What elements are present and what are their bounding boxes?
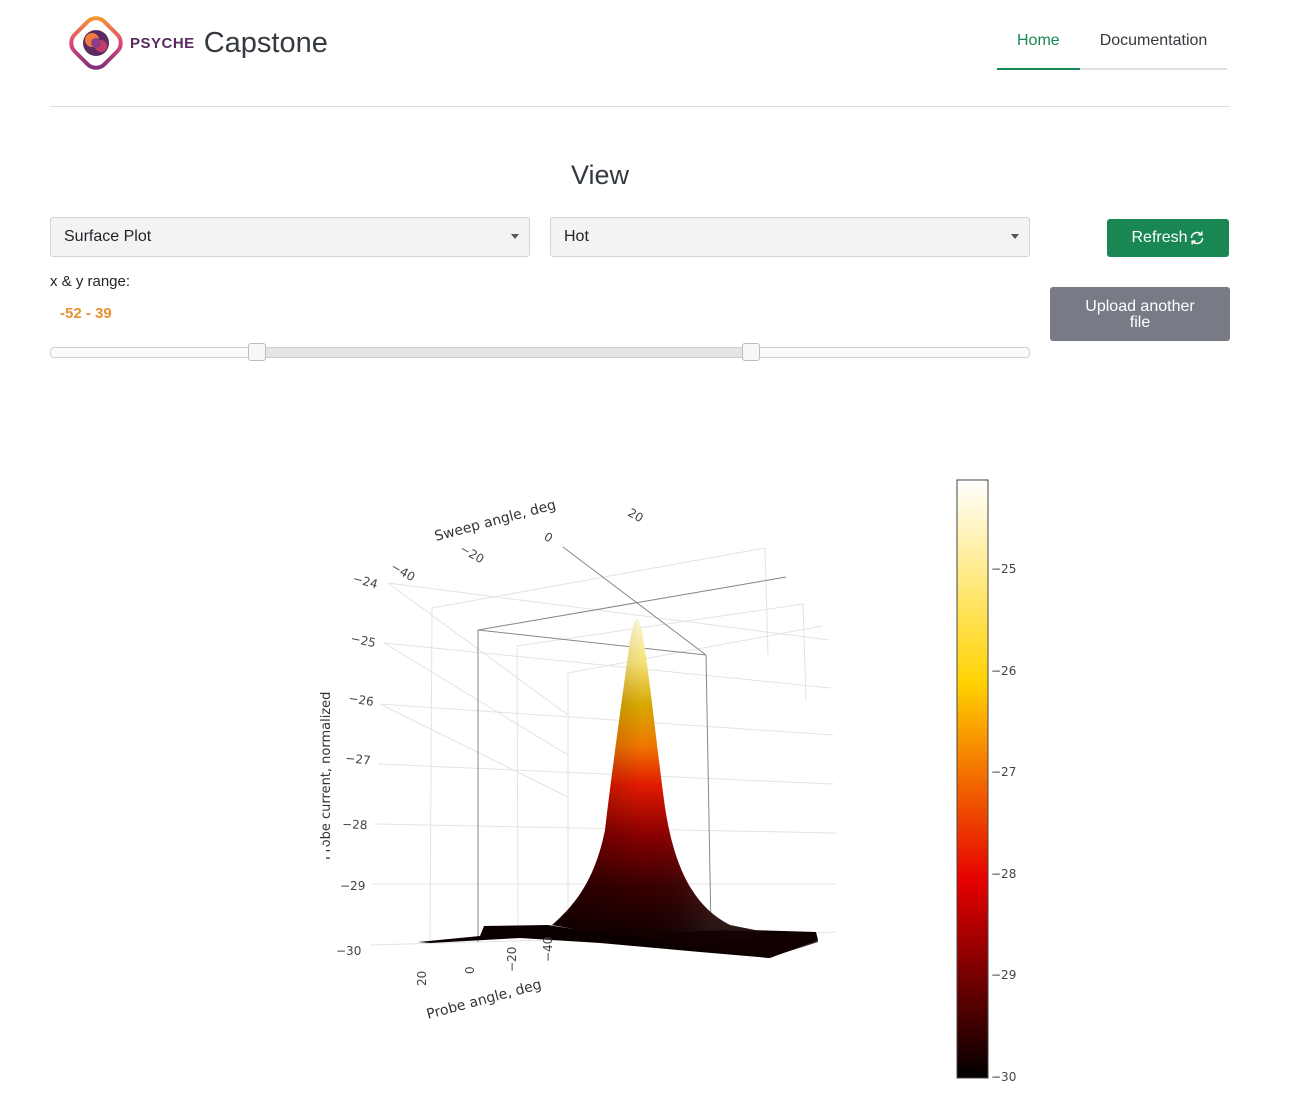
top-nav: Home Documentation <box>997 18 1228 70</box>
surface-plot[interactable]: −24 −25 −26 −27 −28 −29 −30 Probe curren… <box>0 440 1290 1110</box>
app-name: Capstone <box>203 26 328 59</box>
page-title: View <box>570 160 630 190</box>
range-slider-min-handle[interactable] <box>248 343 266 361</box>
probe-tick-label: 20 <box>415 971 429 986</box>
sweep-tick-label: 20 <box>626 505 646 525</box>
plot-type-select[interactable]: Surface Plot <box>50 217 530 257</box>
refresh-label: Refresh <box>1131 229 1188 246</box>
chevron-down-icon <box>1011 234 1019 239</box>
brand[interactable]: PSYCHE Capstone <box>68 14 328 72</box>
z-tick-label: −29 <box>340 879 365 893</box>
upload-label-line1: Upload another <box>1085 298 1195 315</box>
colorbar-tick-label: −30 <box>991 1070 1016 1084</box>
range-slider-selection <box>257 348 751 357</box>
range-slider-max-handle[interactable] <box>742 343 760 361</box>
sweep-tick-label: −40 <box>389 559 418 584</box>
colorbar-tick-label: −26 <box>991 664 1016 678</box>
colorbar-tick-label: −29 <box>991 968 1016 982</box>
sweep-axis-title: Sweep angle, deg <box>433 497 558 545</box>
range-value: -52 - 39 <box>60 305 112 322</box>
sweep-tick-label: 0 <box>542 529 556 545</box>
z-axis: −24 −25 −26 −27 −28 −29 −30 Probe curren… <box>319 571 379 958</box>
z-tick-label: −25 <box>349 631 377 650</box>
refresh-icon <box>1190 231 1203 245</box>
colorbar-tick-label: −27 <box>991 765 1016 779</box>
probe-axis: 20 0 −20 −40 Probe angle, deg <box>415 937 555 1023</box>
colorbar-tick-label: −25 <box>991 562 1016 576</box>
z-axis-title: Probe current, normalized <box>319 692 334 860</box>
z-tick-label: −26 <box>348 691 375 709</box>
upload-file-button[interactable]: Upload another file <box>1050 287 1230 341</box>
probe-tick-label: −40 <box>541 937 555 962</box>
z-tick-label: −27 <box>345 751 372 768</box>
sweep-tick-label: −20 <box>458 541 487 566</box>
probe-tick-label: 0 <box>463 966 477 974</box>
colorscale-select[interactable]: Hot <box>550 217 1030 257</box>
z-tick-label: −30 <box>336 944 361 958</box>
nav-documentation[interactable]: Documentation <box>1079 18 1228 70</box>
brand-word: PSYCHE <box>130 34 195 52</box>
nav-home[interactable]: Home <box>997 18 1080 70</box>
probe-axis-title: Probe angle, deg <box>425 977 543 1023</box>
range-label: x & y range: <box>50 273 131 290</box>
surface-mesh <box>418 618 818 958</box>
plot-type-value: Surface Plot <box>64 228 152 245</box>
z-tick-label: −28 <box>342 817 368 832</box>
plot-box-edges <box>477 546 787 942</box>
upload-label-line2: file <box>1129 314 1151 331</box>
header-divider <box>50 106 1230 107</box>
colorscale-value: Hot <box>564 228 589 245</box>
z-tick-label: −24 <box>351 571 379 591</box>
psyche-logo-icon <box>69 16 123 70</box>
colorbar-tick-label: −28 <box>991 867 1016 881</box>
z-title-clip <box>312 845 326 865</box>
colorbar: −25 −26 −27 −28 −29 −30 <box>956 479 1016 1084</box>
chevron-down-icon <box>511 234 519 239</box>
sweep-axis: −40 −20 0 20 Sweep angle, deg <box>389 497 646 584</box>
probe-tick-label: −20 <box>505 947 519 972</box>
refresh-button[interactable]: Refresh <box>1107 219 1229 257</box>
colorbar-gradient <box>956 479 989 1079</box>
